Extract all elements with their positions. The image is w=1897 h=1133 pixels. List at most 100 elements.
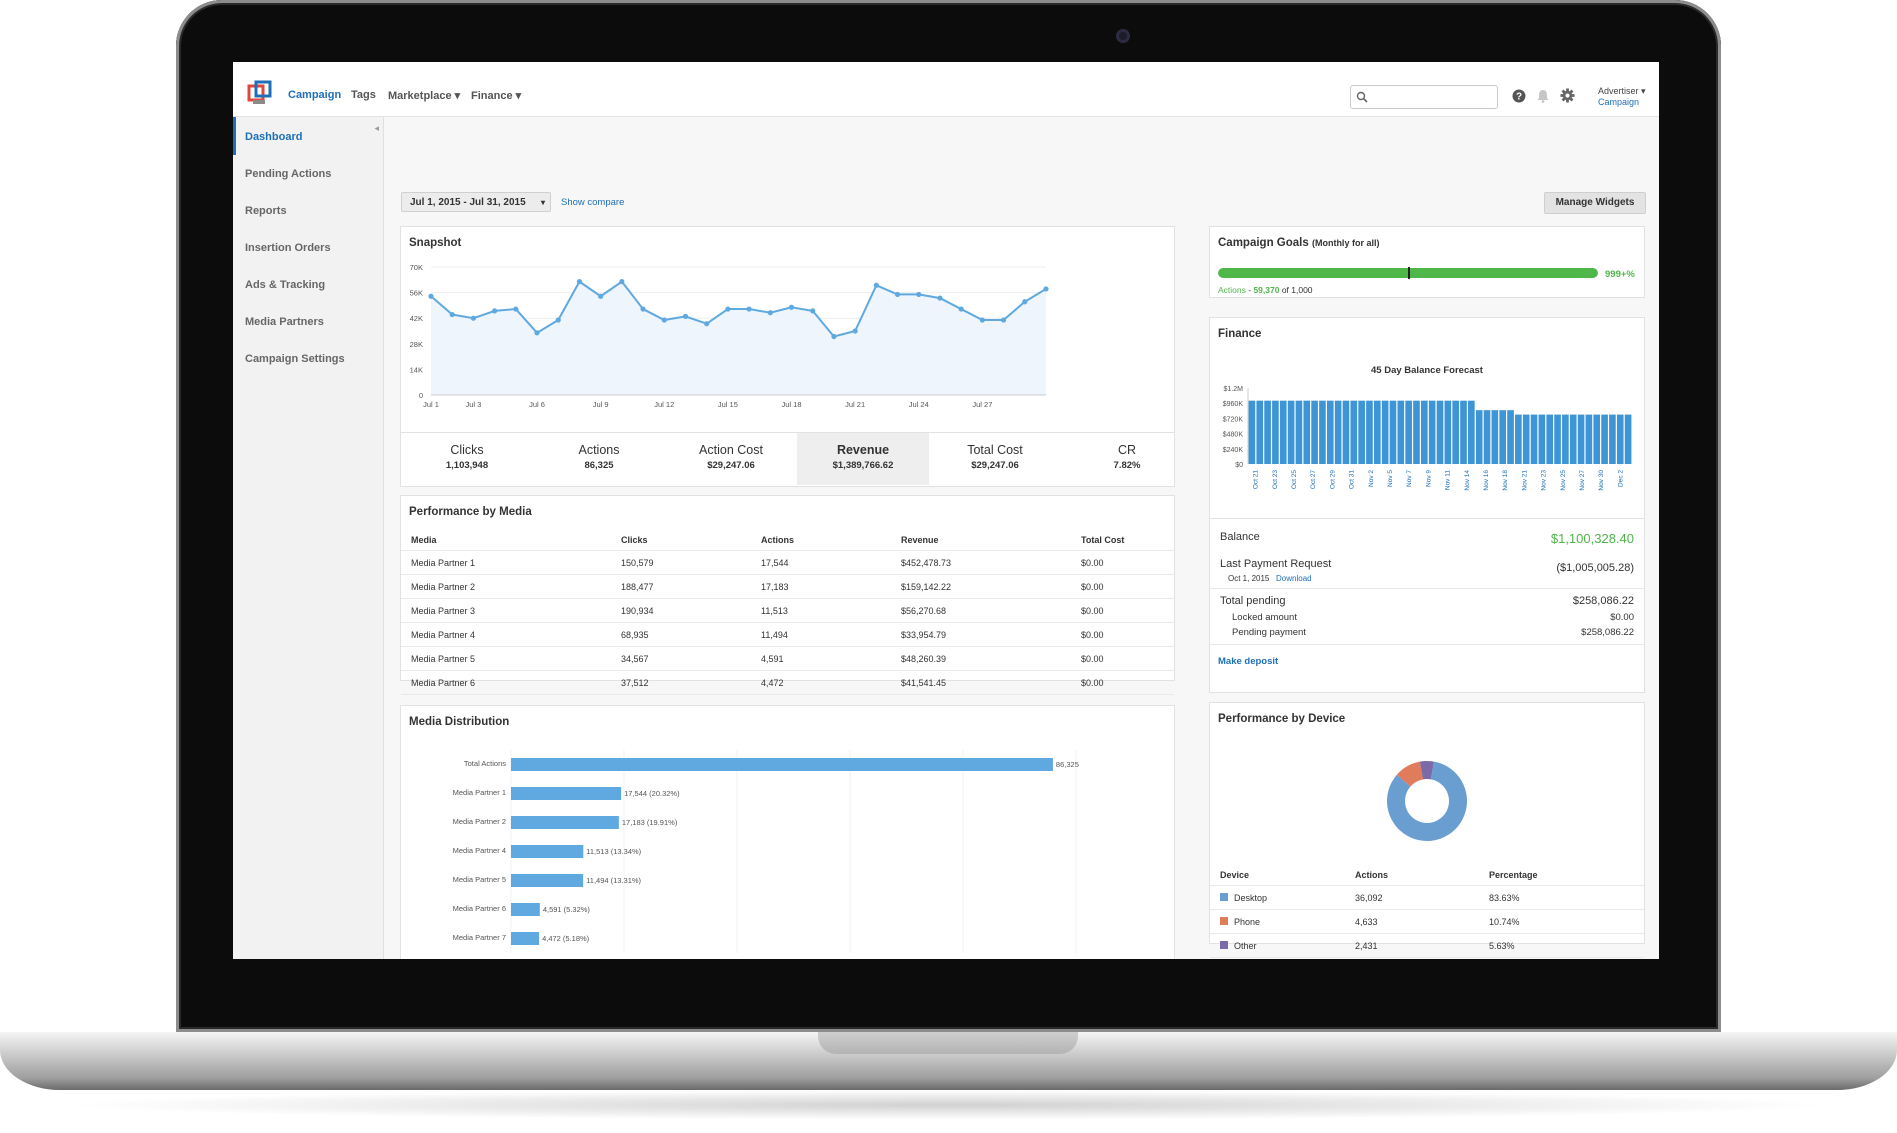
table-row[interactable]: Phone 4,633 10.74%	[1210, 909, 1644, 934]
col-total-cost[interactable]: Total Cost	[1071, 530, 1174, 551]
x-tick-label: Oct 29	[1329, 470, 1336, 490]
x-tick-label: Jul 18	[782, 400, 802, 409]
table-row[interactable]: Other 2,431 5.63%	[1210, 933, 1644, 958]
metric-revenue[interactable]: Revenue $1,389,766.62	[797, 433, 929, 485]
metric-action-cost[interactable]: Action Cost $29,247.06	[699, 443, 763, 471]
table-row[interactable]: Media Partner 6 37,512 4,472 $41,541.45 $0.0…	[401, 670, 1174, 695]
collapse-sidebar-icon[interactable]: ◂	[374, 123, 379, 133]
bar	[1499, 410, 1507, 464]
table-row[interactable]: Media Partner 2 188,477 17,183 $159,142.22 $…	[401, 574, 1174, 599]
goals-actions-line: Actions - 59,370 of 1,000	[1218, 285, 1313, 295]
nav-marketplace[interactable]: Marketplace ▾	[388, 90, 461, 102]
search-icon	[1356, 91, 1368, 103]
pending-payment-row: Pending payment $258,086.22	[1232, 627, 1634, 638]
metric-cr[interactable]: CR 7.82%	[1113, 443, 1141, 471]
table-row[interactable]: Media Partner 3 190,934 11,513 $56,270.68 $0…	[401, 598, 1174, 623]
y-tick-label: 14K	[410, 365, 423, 374]
bar	[1522, 414, 1530, 464]
col-percentage[interactable]: Percentage	[1479, 865, 1644, 886]
col-media[interactable]: Media	[401, 530, 611, 551]
bell-icon[interactable]	[1536, 89, 1550, 103]
bar	[1483, 410, 1491, 464]
user-menu[interactable]: Advertiser ▾ Campaign	[1598, 86, 1646, 107]
data-point	[788, 304, 795, 310]
question-icon[interactable]: ?	[1512, 89, 1526, 103]
col-device-actions[interactable]: Actions	[1345, 865, 1479, 886]
x-tick-label: Nov 5	[1387, 470, 1394, 487]
metric-actions[interactable]: Actions 86,325	[578, 443, 620, 471]
balance-value: $1,100,328.40	[1550, 531, 1634, 546]
col-device[interactable]: Device	[1210, 865, 1345, 886]
sidebar-item-dashboard[interactable]: Dashboard	[245, 131, 303, 143]
bar	[511, 845, 584, 858]
sidebar-item-media-partners[interactable]: Media Partners	[245, 316, 324, 328]
table-row[interactable]: Media Partner 1 150,579 17,544 $452,478.73 $…	[401, 550, 1174, 575]
finance-divider-2	[1210, 588, 1644, 589]
last-payment-date-line: Oct 1, 2015 Download	[1228, 574, 1312, 583]
chevron-down-icon: ▾	[540, 198, 545, 207]
table-row[interactable]: Media Partner 4 68,935 11,494 $33,954.79 $0.…	[401, 622, 1174, 647]
download-link[interactable]: Download	[1276, 574, 1312, 583]
data-point	[513, 306, 519, 312]
finance-divider	[1210, 518, 1644, 519]
bar	[1421, 400, 1428, 464]
date-range-picker[interactable]: Jul 1, 2015 - Jul 31, 2015 ▾	[401, 192, 551, 212]
total-pending-row: Total pending $258,086.22	[1220, 595, 1634, 607]
bar	[1601, 414, 1608, 464]
y-tick-label: $720K	[1223, 416, 1244, 423]
bar	[1577, 414, 1585, 464]
x-tick-label: Oct 25	[1291, 470, 1298, 490]
x-tick-label: Nov 11	[1445, 470, 1452, 490]
metric-total-cost[interactable]: Total Cost $29,247.06	[967, 443, 1023, 471]
y-tick-label: 70K	[410, 263, 423, 272]
category-label: Media Partner 6	[453, 904, 506, 913]
x-tick-label: Jul 21	[845, 400, 865, 409]
device-table: Device Actions Percentage Desktop 36,092 8…	[1210, 865, 1644, 958]
finance-divider-3	[1210, 644, 1644, 645]
category-label: Media Partner 2	[453, 817, 506, 826]
make-deposit-link[interactable]: Make deposit	[1218, 656, 1279, 667]
user-sub: Campaign	[1598, 97, 1640, 107]
gear-icon[interactable]	[1560, 88, 1575, 103]
x-tick-label: Jul 24	[909, 400, 929, 409]
sidebar-item-reports[interactable]: Reports	[245, 205, 287, 217]
data-point	[661, 317, 667, 323]
nav-finance[interactable]: Finance ▾	[471, 90, 522, 102]
slice-other	[1419, 761, 1434, 780]
bar	[1452, 400, 1459, 464]
bar-value-label: 86,325	[1056, 760, 1079, 769]
y-tick-label: 56K	[410, 289, 423, 298]
data-point	[534, 330, 540, 336]
sidebar-item-ads-tracking[interactable]: Ads & Tracking	[245, 279, 326, 291]
table-header: Media Clicks Actions Revenue Total Cost	[401, 530, 1174, 551]
data-point	[619, 279, 625, 285]
x-tick-label: Jul 6	[529, 400, 545, 409]
bar	[1311, 400, 1318, 464]
data-point	[979, 317, 985, 323]
bar	[1389, 400, 1397, 464]
bar	[1303, 400, 1311, 464]
bar	[511, 903, 540, 916]
nav-tags[interactable]: Tags	[351, 89, 376, 101]
sidebar-item-campaign-settings[interactable]: Campaign Settings	[245, 353, 345, 365]
x-tick-label: Nov 16	[1483, 470, 1490, 491]
bar	[1373, 400, 1381, 464]
sidebar-item-pending-actions[interactable]: Pending Actions	[245, 168, 332, 180]
data-point	[492, 308, 498, 314]
show-compare-link[interactable]: Show compare	[561, 197, 625, 208]
metric-clicks[interactable]: Clicks 1,103,948	[445, 443, 489, 471]
col-clicks[interactable]: Clicks	[611, 530, 751, 551]
bar	[1562, 414, 1569, 464]
manage-widgets-button[interactable]: Manage Widgets	[1544, 192, 1646, 214]
table-row[interactable]: Media Partner 5 34,567 4,591 $48,260.39 $0.0…	[401, 646, 1174, 671]
x-tick-label: Jul 3	[465, 400, 481, 409]
table-row[interactable]: Desktop 36,092 83.63%	[1210, 885, 1644, 910]
nav-campaign[interactable]: Campaign	[288, 89, 342, 101]
sidebar-item-insertion-orders[interactable]: Insertion Orders	[245, 242, 331, 254]
search-input[interactable]	[1350, 85, 1498, 109]
category-label: Media Partner 4	[453, 846, 506, 855]
col-actions[interactable]: Actions	[751, 530, 891, 551]
col-revenue[interactable]: Revenue	[891, 530, 1071, 551]
campaign-goals-panel: Campaign Goals (Monthly for all) 999+% A…	[1209, 226, 1645, 298]
data-point	[852, 328, 858, 334]
